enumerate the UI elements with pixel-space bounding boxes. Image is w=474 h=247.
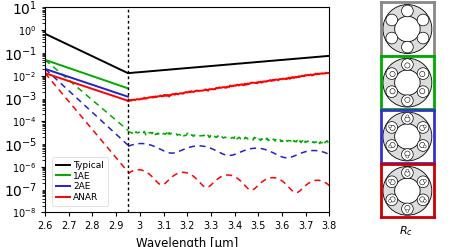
Circle shape bbox=[401, 59, 413, 70]
Legend: Typical, 1AE, 2AE, ANAR: Typical, 1AE, 2AE, ANAR bbox=[53, 157, 108, 206]
Circle shape bbox=[386, 194, 398, 206]
Circle shape bbox=[386, 176, 398, 188]
Text: $R_c$: $R_c$ bbox=[399, 225, 413, 238]
Circle shape bbox=[386, 14, 398, 26]
Circle shape bbox=[386, 140, 398, 151]
Circle shape bbox=[417, 32, 429, 44]
Circle shape bbox=[417, 122, 429, 133]
Circle shape bbox=[383, 58, 432, 107]
Circle shape bbox=[401, 149, 413, 160]
Circle shape bbox=[419, 71, 425, 77]
Circle shape bbox=[389, 199, 392, 202]
Circle shape bbox=[390, 197, 395, 202]
Circle shape bbox=[423, 179, 426, 182]
Circle shape bbox=[386, 86, 398, 98]
Circle shape bbox=[405, 205, 410, 211]
Circle shape bbox=[417, 194, 429, 206]
Circle shape bbox=[383, 5, 432, 53]
Circle shape bbox=[406, 169, 409, 172]
Circle shape bbox=[401, 95, 413, 106]
Circle shape bbox=[386, 68, 398, 80]
Circle shape bbox=[423, 145, 426, 148]
Circle shape bbox=[406, 209, 409, 212]
Circle shape bbox=[419, 180, 425, 185]
Circle shape bbox=[390, 180, 395, 185]
Circle shape bbox=[390, 125, 395, 130]
Circle shape bbox=[395, 16, 420, 42]
Circle shape bbox=[405, 151, 410, 156]
Circle shape bbox=[401, 5, 413, 17]
Circle shape bbox=[401, 203, 413, 215]
Circle shape bbox=[405, 63, 410, 68]
Circle shape bbox=[406, 115, 409, 118]
Circle shape bbox=[423, 125, 426, 128]
Circle shape bbox=[401, 167, 413, 179]
Circle shape bbox=[417, 86, 429, 98]
Circle shape bbox=[419, 143, 425, 148]
Circle shape bbox=[386, 122, 398, 133]
Circle shape bbox=[383, 166, 432, 215]
Circle shape bbox=[389, 179, 392, 182]
Circle shape bbox=[417, 140, 429, 151]
Circle shape bbox=[405, 97, 410, 103]
Circle shape bbox=[423, 199, 426, 202]
Circle shape bbox=[386, 32, 398, 44]
Circle shape bbox=[401, 113, 413, 124]
Circle shape bbox=[417, 68, 429, 80]
Circle shape bbox=[395, 124, 420, 149]
Circle shape bbox=[417, 176, 429, 188]
Circle shape bbox=[390, 89, 395, 94]
Circle shape bbox=[406, 155, 409, 158]
Circle shape bbox=[390, 71, 395, 77]
Circle shape bbox=[405, 117, 410, 122]
X-axis label: Wavelength [μm]: Wavelength [μm] bbox=[136, 237, 238, 247]
Circle shape bbox=[419, 125, 425, 130]
Circle shape bbox=[389, 125, 392, 128]
Circle shape bbox=[395, 178, 420, 204]
Circle shape bbox=[419, 89, 425, 94]
Circle shape bbox=[401, 41, 413, 53]
Circle shape bbox=[405, 171, 410, 176]
Circle shape bbox=[417, 14, 429, 26]
Circle shape bbox=[419, 197, 425, 202]
Circle shape bbox=[395, 70, 420, 95]
Circle shape bbox=[383, 112, 432, 161]
Circle shape bbox=[390, 143, 395, 148]
Circle shape bbox=[389, 145, 392, 148]
